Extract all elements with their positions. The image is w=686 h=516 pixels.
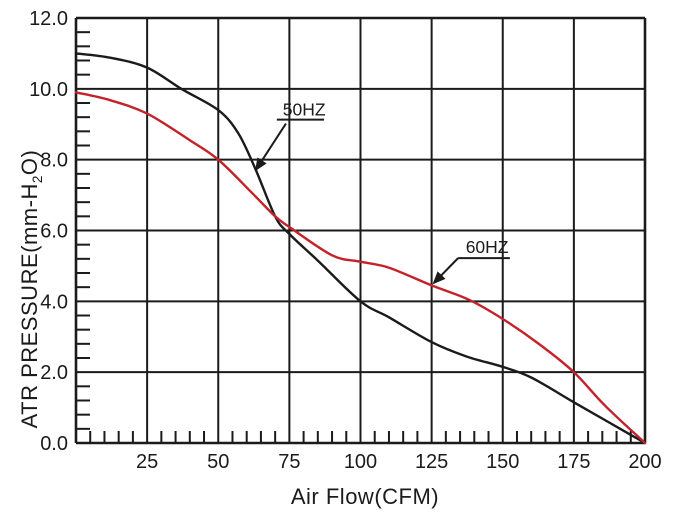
x-tick-label-75: 75 (278, 451, 300, 473)
y-tick-label-0.0: 0.0 (40, 433, 68, 455)
x-tick-label-175: 175 (557, 451, 590, 473)
y-tick-label-2.0: 2.0 (40, 362, 68, 384)
y-tick-label-6.0: 6.0 (40, 221, 68, 243)
annotation-label-50hz: 50HZ (283, 99, 326, 119)
y-axis-title-pre: ATR PRESSURE(mm-H (16, 183, 42, 429)
x-tick-label-50: 50 (207, 451, 229, 473)
annotation-label-60hz: 60HZ (466, 237, 509, 257)
y-axis-title: ATR PRESSURE(mm-H2O) (17, 150, 45, 429)
x-tick-label-125: 125 (415, 451, 448, 473)
y-tick-label-10.0: 10.0 (29, 79, 68, 101)
curve-50hz (74, 52, 647, 445)
annotation-arrow-50hz (254, 122, 287, 172)
y-tick-label-8.0: 8.0 (40, 150, 68, 172)
x-tick-label-200: 200 (628, 451, 661, 473)
curve-60hz (74, 91, 647, 445)
y-tick-label-4.0: 4.0 (40, 291, 68, 313)
y-tick-label-12.0: 12.0 (29, 8, 68, 30)
x-tick-label-25: 25 (136, 451, 158, 473)
annotation-arrow-60hz (432, 257, 459, 285)
y-axis-title-sub: 2 (30, 175, 46, 184)
x-tick-label-100: 100 (344, 451, 377, 473)
x-axis-title: Air Flow(CFM) (290, 484, 440, 509)
y-axis-title-post: O) (16, 149, 42, 176)
x-tick-label-150: 150 (486, 451, 519, 473)
